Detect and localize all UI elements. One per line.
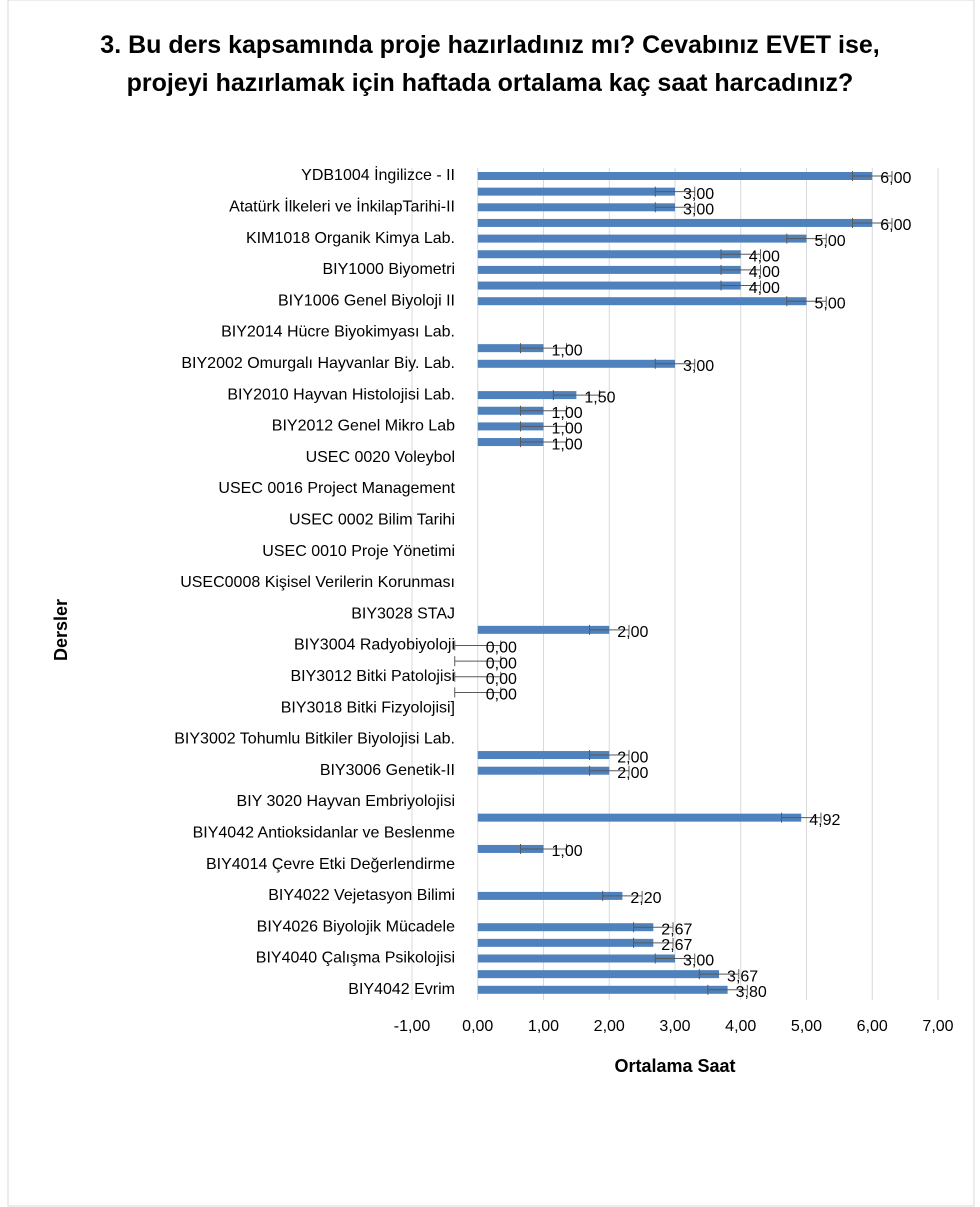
bar: [477, 813, 802, 822]
data-label: 1,00: [552, 421, 583, 438]
data-label: 2,67: [661, 921, 692, 938]
data-label: 4,00: [749, 280, 780, 297]
y-tick-label: USEC0008 Kişisel Verilerin Korunması: [180, 574, 455, 591]
bar: [477, 406, 544, 415]
y-tick-label: BIY1000 Biyometri: [322, 261, 455, 278]
bar: [477, 203, 675, 212]
y-axis-title: Dersler: [51, 599, 71, 661]
x-tick-label: 5,00: [791, 1018, 822, 1035]
x-tick-label: 7,00: [922, 1018, 953, 1035]
bar: [477, 891, 623, 900]
data-label: 2,67: [661, 937, 692, 954]
y-tick-label: KIM1018 Organik Kimya Lab.: [246, 230, 455, 247]
y-tick-label: BIY4022 Vejetasyon Bilimi: [268, 887, 455, 904]
bar: [477, 265, 741, 274]
y-tick-label: BIY1006 Genel Biyoloji II: [278, 292, 455, 309]
data-label: 2,20: [630, 890, 661, 907]
x-tick-label: -1,00: [394, 1018, 431, 1035]
data-label: 1,00: [552, 843, 583, 860]
data-label: 5,00: [815, 295, 846, 312]
x-tick-label: 3,00: [659, 1018, 690, 1035]
data-label: 3,67: [727, 968, 758, 985]
data-label: 5,00: [815, 233, 846, 250]
data-label: 6,00: [880, 217, 911, 234]
y-tick-label: BIY4042 Evrim: [348, 981, 455, 998]
bar: [477, 344, 544, 353]
y-tick-label: Atatürk İlkeleri ve İnkilapTarihi-II: [229, 197, 455, 216]
bar: [477, 938, 654, 947]
y-tick-label: BIY2014 Hücre Biyokimyası Lab.: [221, 324, 455, 341]
x-axis-title: Ortalama Saat: [614, 1056, 735, 1076]
y-tick-label: BIY2012 Genel Mikro Lab: [272, 418, 455, 435]
bar: [477, 625, 610, 634]
y-tick-label: BIY3012 Bitki Patolojisi: [290, 668, 455, 685]
data-label: 2,00: [617, 624, 648, 641]
data-label: 1,00: [552, 436, 583, 453]
y-tick-label: BIY4040 Çalışma Psikolojisi: [256, 950, 455, 967]
bar: [477, 218, 873, 227]
bar: [477, 422, 544, 431]
bar: [477, 766, 610, 775]
data-label: 4,00: [749, 264, 780, 281]
data-label: 6,00: [880, 170, 911, 187]
data-label: 0,00: [486, 687, 517, 704]
bar: [477, 985, 728, 994]
y-tick-label: BIY2002 Omurgalı Hayvanlar Biy. Lab.: [181, 355, 455, 372]
y-tick-label: BIY4042 Antioksidanlar ve Beslenme: [193, 825, 455, 842]
y-tick-label: BIY3018 Bitki Fizyolojisi]: [281, 699, 455, 716]
chart-title: 3. Bu ders kapsamında proje hazırladınız…: [100, 31, 880, 97]
y-tick-label: BIY4014 Çevre Etki Değerlendirme: [206, 856, 455, 873]
data-label: 0,00: [486, 640, 517, 657]
data-label: 3,00: [683, 358, 714, 375]
data-label: 1,00: [552, 342, 583, 359]
y-tick-label: BIY3028 STAJ: [351, 605, 455, 622]
x-tick-label: 2,00: [594, 1018, 625, 1035]
bar: [477, 250, 741, 259]
y-tick-label: BIY3002 Tohumlu Bitkiler Biyolojisi Lab.: [174, 731, 455, 748]
chart-frame: [7, 0, 975, 1207]
bar: [477, 923, 654, 932]
bar: [477, 844, 544, 853]
y-tick-label: BIY 3020 Hayvan Embriyolojisi: [237, 793, 455, 810]
data-label: 3,80: [736, 984, 767, 1001]
y-tick-label: BIY4026 Biyolojik Mücadele: [257, 918, 455, 935]
y-tick-label: BIY3004 Radyobiyoloji: [294, 637, 455, 654]
data-label: 3,00: [683, 186, 714, 203]
data-label: 2,00: [617, 749, 648, 766]
bar: [477, 751, 610, 760]
x-tick-label: 0,00: [462, 1018, 493, 1035]
data-label: 0,00: [486, 671, 517, 688]
y-tick-label: BIY3006 Genetik-II: [320, 762, 455, 779]
data-label: 0,00: [486, 655, 517, 672]
x-tick-label: 6,00: [857, 1018, 888, 1035]
bar: [477, 391, 577, 400]
data-label: 3,00: [683, 953, 714, 970]
bar: [477, 359, 675, 368]
data-label: 4,92: [809, 812, 840, 829]
y-tick-label: USEC 0020 Voleybol: [306, 449, 455, 466]
bar: [477, 187, 675, 196]
y-tick-label: BIY2010 Hayvan Histolojisi Lab.: [227, 386, 455, 403]
bar: [477, 970, 720, 979]
bar: [477, 234, 807, 243]
y-tick-label: USEC 0016 Project Management: [218, 480, 455, 497]
data-label: 1,50: [584, 389, 615, 406]
y-tick-label: YDB1004 İngilizce - II: [301, 165, 455, 184]
bar: [477, 172, 873, 180]
bar: [477, 438, 544, 447]
x-tick-label: 1,00: [528, 1018, 559, 1035]
y-tick-label: USEC 0002 Bilim Tarihi: [289, 512, 455, 529]
bar: [477, 954, 675, 963]
data-label: 3,00: [683, 202, 714, 219]
data-label: 4,00: [749, 248, 780, 265]
bar: [477, 297, 807, 306]
data-label: 2,00: [617, 765, 648, 782]
bar: [477, 281, 741, 290]
x-tick-label: 4,00: [725, 1018, 756, 1035]
data-label: 1,00: [552, 405, 583, 422]
y-tick-label: USEC 0010 Proje Yönetimi: [262, 543, 455, 560]
